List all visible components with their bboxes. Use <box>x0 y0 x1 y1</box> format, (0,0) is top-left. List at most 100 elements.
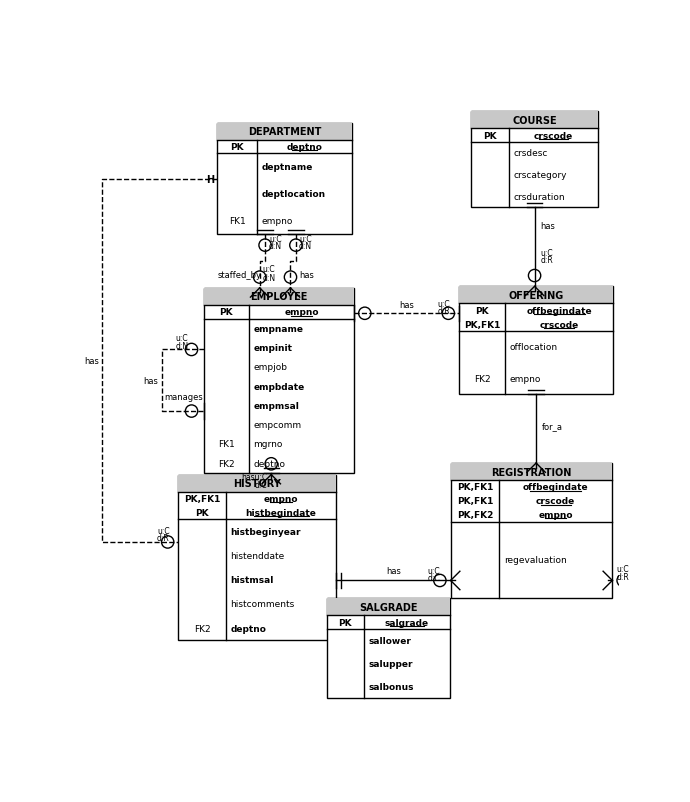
Bar <box>326 598 450 699</box>
Bar <box>204 289 354 306</box>
Text: DEPARTMENT: DEPARTMENT <box>248 127 321 137</box>
Text: PK,FK1: PK,FK1 <box>457 483 493 492</box>
Text: empno: empno <box>264 494 298 504</box>
Text: empno: empno <box>262 217 293 226</box>
Text: crsdesc: crsdesc <box>514 149 548 158</box>
Text: EMPLOYEE: EMPLOYEE <box>250 292 308 302</box>
Text: d:R: d:R <box>541 256 553 265</box>
Text: FK2: FK2 <box>218 459 235 468</box>
Text: u:C: u:C <box>299 234 312 243</box>
Text: d:C: d:C <box>255 480 268 489</box>
Text: histenddate: histenddate <box>230 551 285 561</box>
Text: crsduration: crsduration <box>514 192 565 202</box>
Text: deptname: deptname <box>262 164 313 172</box>
Text: for_a: for_a <box>542 422 563 431</box>
Text: hasu:C: hasu:C <box>241 472 268 481</box>
Text: empinit: empinit <box>253 343 293 353</box>
Text: PK: PK <box>230 143 244 152</box>
Text: d:R: d:R <box>437 307 451 316</box>
Text: empno: empno <box>510 375 542 383</box>
Text: has: has <box>143 376 157 385</box>
Text: H: H <box>206 174 215 184</box>
Bar <box>451 464 612 598</box>
Text: deptno: deptno <box>286 143 322 152</box>
Text: d:N: d:N <box>175 342 188 350</box>
Text: PK: PK <box>475 306 489 315</box>
Text: FK1: FK1 <box>229 217 246 226</box>
Text: empbdate: empbdate <box>253 382 305 391</box>
Bar <box>204 289 354 473</box>
Text: PK: PK <box>195 508 209 517</box>
Text: PK,FK1: PK,FK1 <box>464 320 500 329</box>
Text: u:C: u:C <box>157 526 170 535</box>
Text: PK,FK2: PK,FK2 <box>457 511 493 520</box>
Text: OFFERING: OFFERING <box>509 290 564 301</box>
Text: PK: PK <box>483 132 497 140</box>
Text: d:R: d:R <box>157 534 170 543</box>
Text: deptno: deptno <box>230 624 266 633</box>
Text: empcomm: empcomm <box>253 420 302 430</box>
Text: salupper: salupper <box>368 659 413 668</box>
Text: manages: manages <box>164 392 203 401</box>
Text: salgrade: salgrade <box>385 618 428 626</box>
Text: PK,FK1: PK,FK1 <box>184 494 220 504</box>
Bar <box>451 464 612 480</box>
Text: mgrno: mgrno <box>253 439 283 449</box>
Text: empname: empname <box>253 324 304 334</box>
Bar <box>471 112 598 129</box>
Bar <box>217 124 352 140</box>
Text: crscode: crscode <box>536 496 575 505</box>
Text: u:C: u:C <box>428 566 440 575</box>
Text: crscode: crscode <box>540 320 579 329</box>
Bar <box>326 598 450 615</box>
Text: deptno: deptno <box>253 459 286 468</box>
Text: offbegindate: offbegindate <box>526 306 592 315</box>
Text: SALGRADE: SALGRADE <box>359 602 417 612</box>
Text: FK2: FK2 <box>474 375 491 383</box>
Text: d:R: d:R <box>616 572 629 581</box>
Text: empjob: empjob <box>253 363 288 372</box>
Bar <box>459 287 613 304</box>
Text: d:N: d:N <box>299 242 312 251</box>
Text: has: has <box>299 270 314 279</box>
Text: empmsal: empmsal <box>253 401 299 411</box>
Text: offlocation: offlocation <box>510 342 558 352</box>
Text: deptlocation: deptlocation <box>262 190 326 199</box>
Text: d:C: d:C <box>428 573 440 583</box>
Text: u:C: u:C <box>541 249 553 257</box>
Bar <box>217 124 352 235</box>
Text: u:C: u:C <box>616 565 629 573</box>
Text: d:N: d:N <box>269 242 282 251</box>
Text: FK2: FK2 <box>194 624 210 633</box>
Text: d:N: d:N <box>263 273 276 283</box>
Text: u:C: u:C <box>437 299 450 308</box>
Text: staffed_by: staffed_by <box>217 270 262 279</box>
Text: has: has <box>399 301 414 310</box>
Text: u:C: u:C <box>269 234 282 243</box>
Bar <box>179 475 336 640</box>
Text: PK: PK <box>338 618 352 626</box>
Text: u:C: u:C <box>176 334 188 342</box>
Text: sallower: sallower <box>368 636 411 646</box>
Text: regevaluation: regevaluation <box>504 556 566 565</box>
Text: u:C: u:C <box>263 265 275 273</box>
Text: FK1: FK1 <box>218 439 235 449</box>
Bar <box>459 287 613 395</box>
Text: histbeginyear: histbeginyear <box>230 527 301 537</box>
Text: PK,FK1: PK,FK1 <box>457 496 493 505</box>
Text: histmsal: histmsal <box>230 576 274 585</box>
Text: has: has <box>85 356 99 365</box>
Bar <box>179 475 336 492</box>
Text: HISTORY: HISTORY <box>233 479 282 488</box>
Text: offbegindate: offbegindate <box>523 483 589 492</box>
Text: PK: PK <box>219 308 233 317</box>
Text: empno: empno <box>538 511 573 520</box>
Text: histcomments: histcomments <box>230 600 295 609</box>
Text: empno: empno <box>284 308 319 317</box>
Text: COURSE: COURSE <box>512 115 557 125</box>
Text: crscode: crscode <box>534 132 573 140</box>
Text: has: has <box>541 221 555 230</box>
Text: has: has <box>386 566 401 575</box>
Bar <box>471 112 598 209</box>
Text: REGISTRATION: REGISTRATION <box>491 467 572 477</box>
